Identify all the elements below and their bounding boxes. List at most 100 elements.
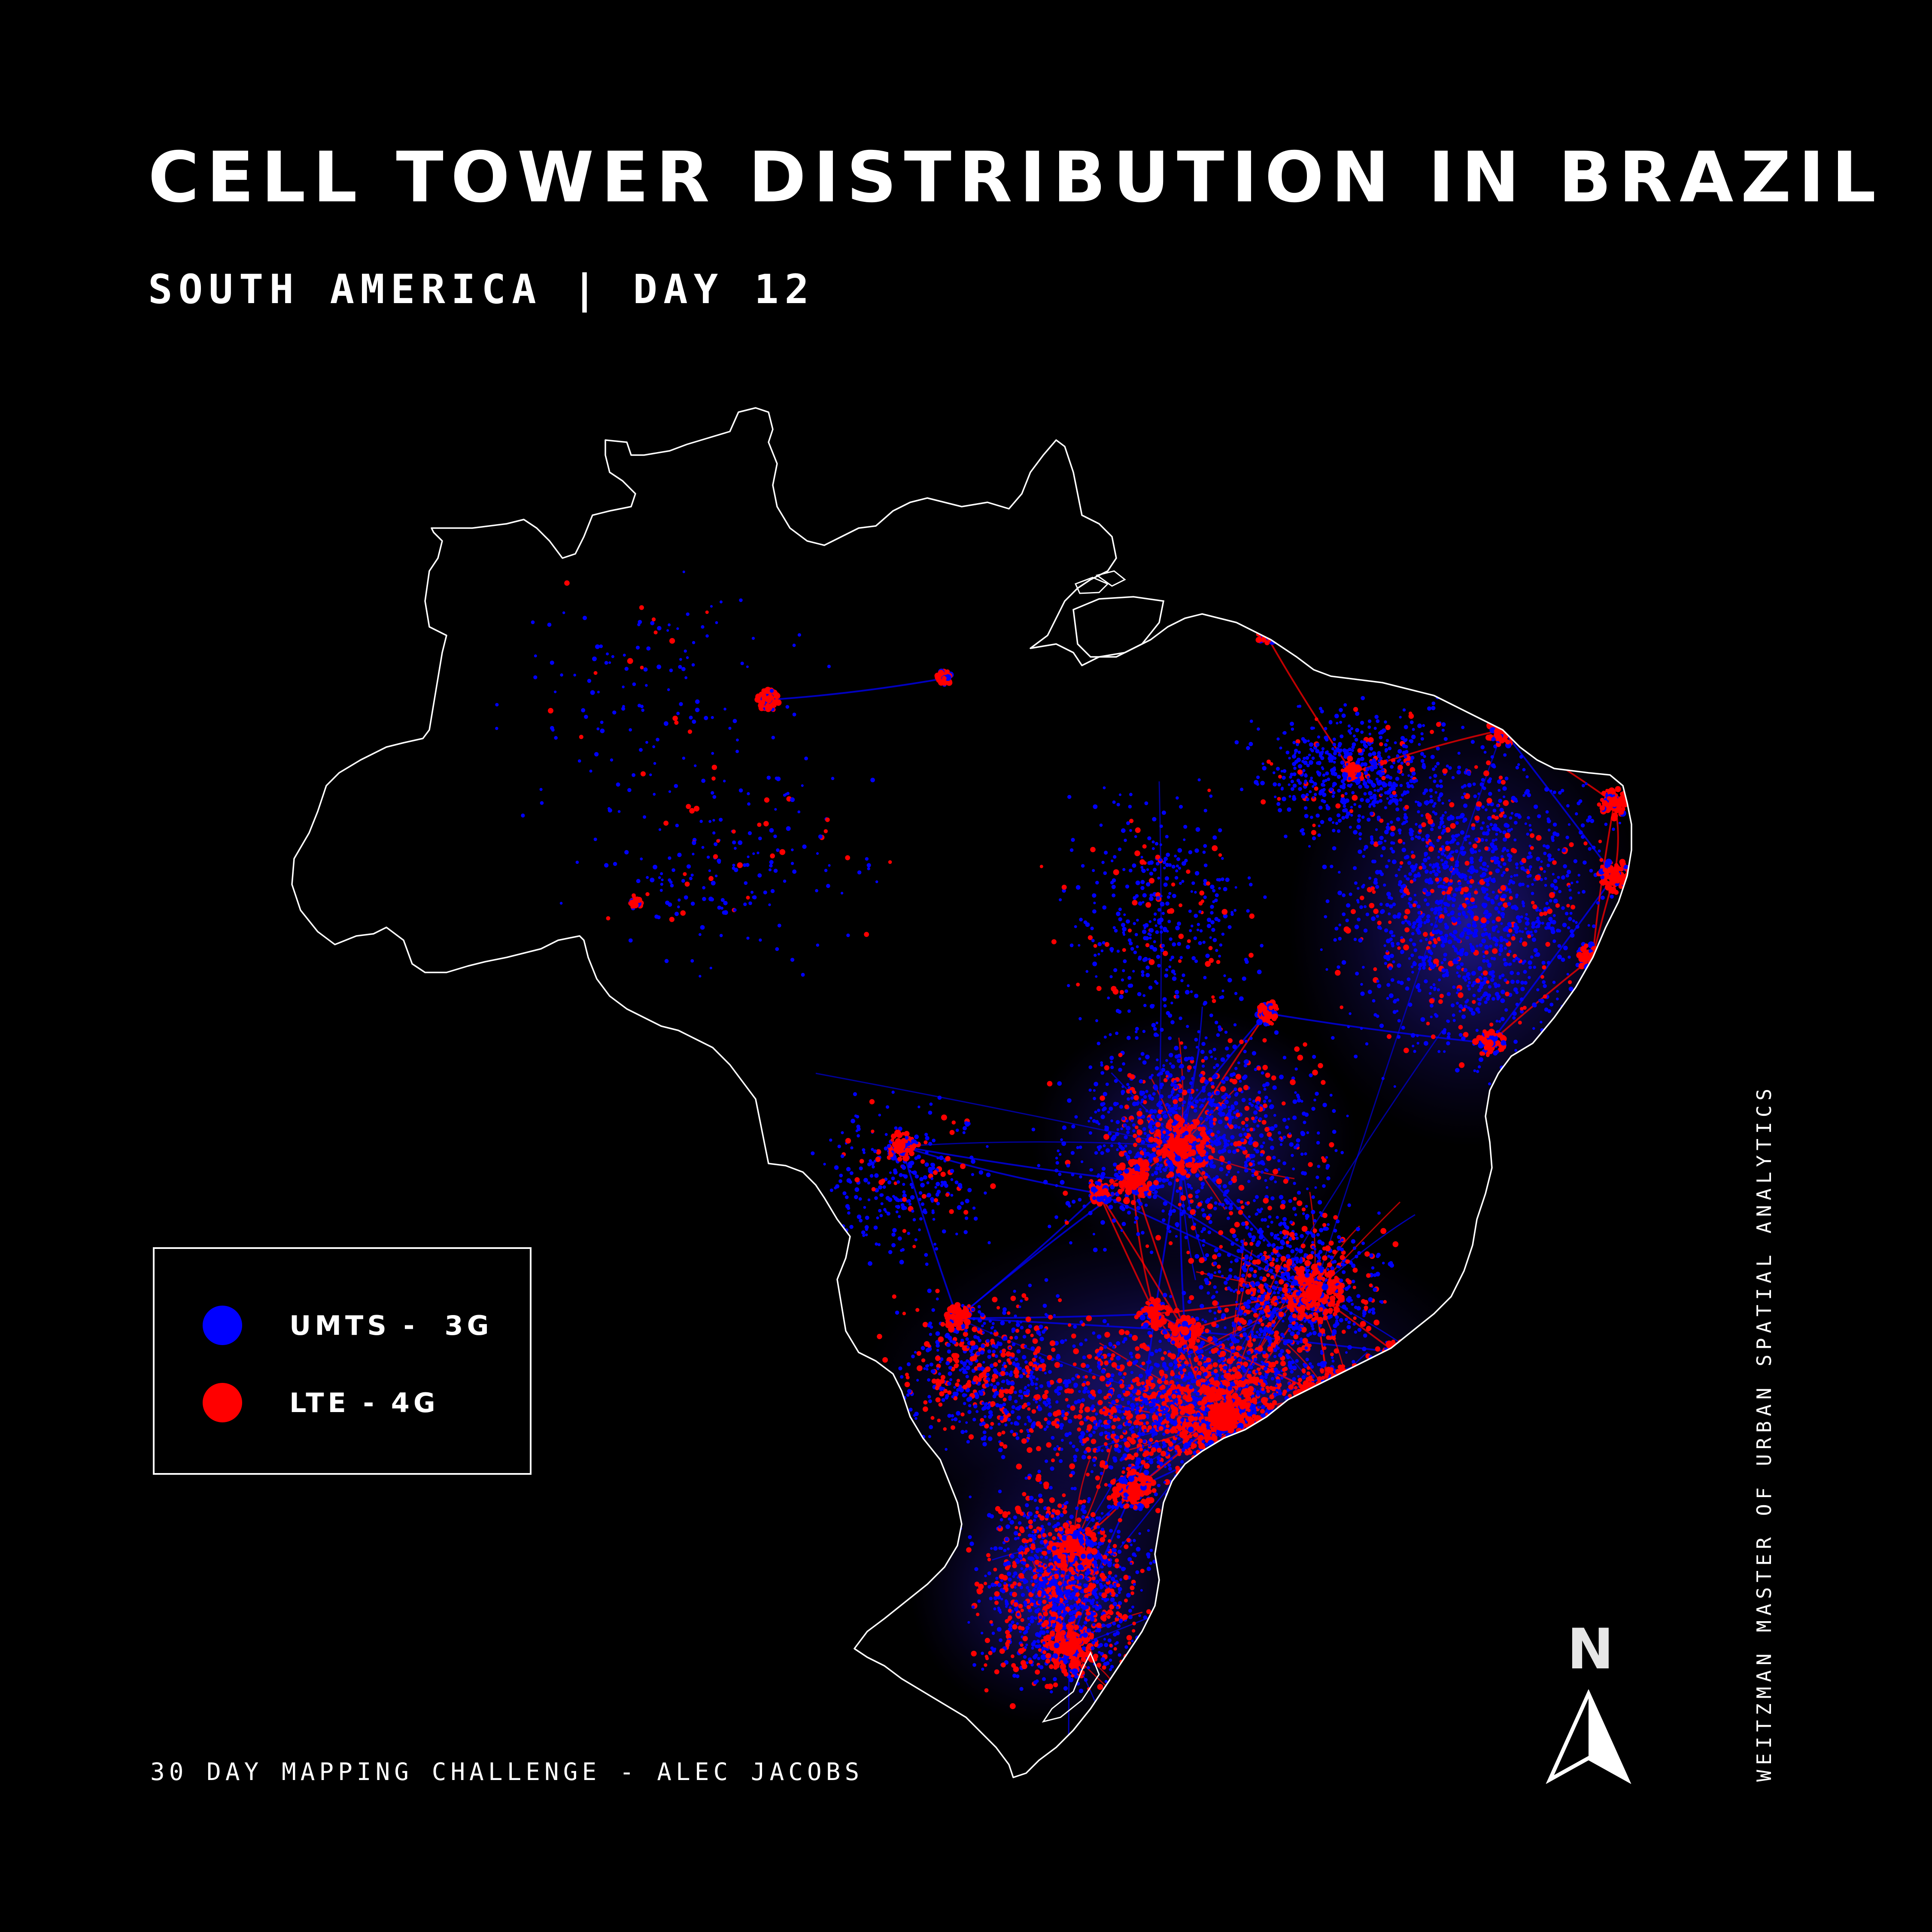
umts-tower-point	[1557, 848, 1560, 851]
umts-tower-point	[1121, 1416, 1125, 1419]
umts-tower-point	[1130, 1562, 1133, 1565]
umts-tower-point	[1440, 936, 1445, 940]
lte-tower-point	[1286, 1461, 1291, 1466]
umts-tower-point	[1179, 1477, 1182, 1480]
umts-tower-point	[1488, 816, 1492, 820]
umts-tower-point	[1082, 1599, 1086, 1603]
lte-tower-point	[1403, 915, 1408, 920]
umts-tower-point	[1019, 1687, 1024, 1691]
umts-tower-point	[1520, 915, 1523, 919]
umts-tower-point	[1100, 1528, 1105, 1531]
umts-tower-point	[1496, 804, 1500, 808]
lte-tower-point	[1375, 1346, 1381, 1352]
umts-tower-point	[1352, 1360, 1355, 1364]
umts-tower-point	[1318, 1486, 1322, 1491]
umts-tower-point	[1393, 1085, 1396, 1088]
lte-tower-point	[1310, 1404, 1316, 1410]
umts-tower-point	[1139, 1387, 1143, 1391]
umts-tower-point	[1349, 1012, 1352, 1015]
umts-tower-point	[1436, 838, 1440, 842]
umts-tower-point	[1448, 799, 1451, 802]
lte-tower-point	[1151, 1447, 1157, 1453]
lte-tower-point	[1197, 1473, 1200, 1477]
umts-tower-point	[1409, 832, 1414, 837]
lte-tower-point	[1082, 1499, 1086, 1504]
umts-tower-point	[1612, 827, 1615, 831]
umts-tower-point	[1364, 905, 1367, 908]
umts-tower-point	[1124, 1422, 1129, 1426]
lte-tower-point	[1247, 1474, 1253, 1480]
lte-tower-point	[1330, 1425, 1336, 1431]
umts-tower-point	[1464, 838, 1467, 841]
umts-tower-point	[1517, 763, 1520, 766]
lte-tower-point	[1108, 1571, 1112, 1575]
umts-tower-point	[1044, 1555, 1048, 1559]
umts-tower-point	[1034, 1616, 1038, 1620]
umts-tower-point	[1319, 1449, 1324, 1452]
lte-tower-point	[1207, 1336, 1213, 1342]
umts-tower-point	[1394, 874, 1398, 878]
umts-tower-point	[1016, 1622, 1019, 1625]
lte-tower-point	[1233, 1474, 1238, 1479]
umts-tower-point	[1458, 912, 1461, 916]
lte-tower-point	[1210, 1458, 1215, 1463]
umts-tower-point	[1513, 923, 1518, 927]
umts-tower-point	[1096, 1449, 1099, 1453]
umts-tower-point	[1031, 1646, 1034, 1650]
lte-tower-point	[1293, 1425, 1299, 1431]
umts-tower-point	[1540, 999, 1545, 1004]
umts-tower-point	[1020, 1561, 1024, 1564]
umts-tower-point	[1145, 1667, 1148, 1670]
lte-tower-point	[1320, 1396, 1324, 1400]
umts-tower-point	[1575, 925, 1580, 929]
lte-tower-point	[1115, 1611, 1120, 1616]
lte-tower-point	[1263, 1490, 1267, 1495]
lte-tower-point	[1218, 1454, 1224, 1459]
umts-tower-point	[1558, 791, 1562, 795]
umts-tower-point	[1471, 826, 1475, 830]
lte-tower-point	[1269, 1385, 1273, 1390]
umts-tower-point	[1346, 1470, 1350, 1475]
umts-tower-point	[1479, 874, 1483, 878]
lte-tower-point	[1062, 1493, 1066, 1498]
umts-tower-point	[1154, 1431, 1158, 1436]
lte-tower-point	[1569, 842, 1574, 848]
umts-tower-point	[1581, 784, 1585, 787]
lte-tower-point	[1445, 845, 1451, 851]
lte-tower-point	[1156, 1448, 1162, 1453]
umts-tower-point	[1521, 901, 1525, 905]
lte-tower-point	[1242, 1450, 1247, 1455]
umts-tower-point	[1515, 990, 1519, 994]
lte-tower-point	[1400, 938, 1405, 943]
umts-tower-point	[1224, 1440, 1228, 1444]
umts-tower-point	[1117, 1394, 1122, 1399]
lte-tower-point	[1135, 1353, 1141, 1359]
umts-tower-point	[1091, 1590, 1097, 1595]
lte-tower-point	[1113, 1647, 1117, 1651]
umts-tower-point	[1569, 896, 1573, 900]
umts-tower-point	[1267, 1470, 1270, 1474]
umts-tower-point	[1458, 881, 1462, 886]
umts-tower-point	[1523, 981, 1528, 985]
lte-tower-point	[1066, 1388, 1071, 1393]
umts-tower-point	[1546, 863, 1550, 867]
lte-tower-point	[1530, 846, 1534, 850]
umts-tower-point	[1086, 1390, 1091, 1394]
umts-tower-point	[1533, 1003, 1537, 1008]
tower-corridor	[1502, 729, 1615, 877]
umts-tower-point	[1188, 1364, 1191, 1367]
umts-tower-point	[1069, 1678, 1073, 1683]
umts-tower-point	[1296, 1425, 1300, 1428]
umts-tower-point	[1503, 962, 1508, 966]
umts-tower-point	[1543, 851, 1547, 855]
umts-tower-point	[1306, 1486, 1309, 1489]
umts-tower-point	[1100, 1586, 1103, 1589]
umts-tower-point	[1437, 885, 1441, 888]
lte-tower-point	[1471, 823, 1476, 828]
umts-tower-point	[1069, 1514, 1074, 1519]
umts-tower-point	[1107, 1432, 1111, 1436]
lte-tower-point	[1246, 1442, 1251, 1446]
umts-tower-point	[1495, 848, 1498, 851]
umts-tower-point	[1547, 1027, 1550, 1030]
lte-tower-point	[1149, 1438, 1153, 1442]
